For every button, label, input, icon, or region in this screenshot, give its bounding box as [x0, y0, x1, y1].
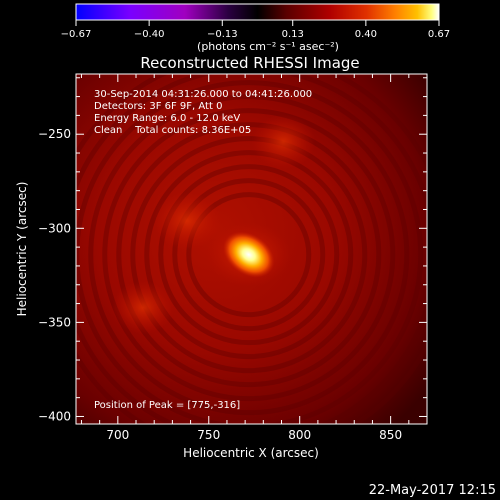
fringe-ring [102, 108, 396, 402]
peak-position-label: Position of Peak = [775,-316] [94, 400, 240, 411]
colorbar-tick-label: −0.67 [61, 29, 92, 40]
fringe-ring [144, 150, 354, 360]
colorbar-tick-label: −0.40 [134, 29, 165, 40]
secondary-source [251, 114, 316, 169]
fringe-ring [116, 122, 382, 388]
x-tick-label: 850 [379, 428, 402, 442]
fringe-ring [158, 164, 340, 346]
y-tick-label: −250 [38, 127, 71, 141]
peak-source [223, 231, 275, 278]
x-tick-label: 750 [197, 428, 220, 442]
colorbar-gradient [75, 3, 440, 21]
colorbar-tick-label: −0.13 [207, 29, 238, 40]
y-tick-label: −400 [38, 409, 71, 423]
x-axis-ticks: 700 750 800 850 [80, 74, 428, 442]
colorbar-tick-label: 0.67 [428, 29, 450, 40]
x-axis-label: Heliocentric X (arcsec) [183, 446, 319, 460]
fringe-ring [130, 136, 368, 374]
y-axis-ticks: −250 −300 −350 −400 [38, 77, 427, 423]
observation-info: 30-Sep-2014 04:31:26.000 to 04:41:26.000… [94, 89, 312, 136]
fringe-ring [76, 80, 424, 424]
fringe-ring [186, 192, 312, 318]
chart-title: Reconstructed RHESSI Image [140, 54, 359, 72]
x-tick-label: 700 [106, 428, 129, 442]
annotation-clean-counts: Clean Total counts: 8.36E+05 [94, 125, 251, 136]
emission-sources [112, 114, 316, 334]
fringe-ring [88, 94, 410, 416]
plot-area: 700 750 800 850 −250 −300 −350 −400 [38, 73, 428, 442]
colorbar-tick-labels: −0.67 −0.40 −0.13 0.13 0.40 0.67 [61, 29, 450, 40]
y-axis-label: Heliocentric Y (arcsec) [15, 182, 29, 317]
y-tick-label: −350 [38, 315, 71, 329]
clean-artifact-fringes [76, 74, 427, 424]
secondary-source [152, 191, 221, 250]
annotation-energy-range: Energy Range: 6.0 - 12.0 keV [94, 113, 240, 124]
fringe-ring [172, 178, 326, 332]
colorbar-tick-label: 0.13 [282, 29, 304, 40]
y-tick-label: −300 [38, 221, 71, 235]
annotation-detectors: Detectors: 3F 6F 9F, Att 0 [94, 101, 222, 112]
colorbar: −0.67 −0.40 −0.13 0.13 0.40 0.67 (photons cm⁻… [61, 3, 450, 53]
plot-frame [75, 73, 428, 425]
secondary-source [112, 280, 175, 334]
colorbar-unit-label: (photons cm⁻² s⁻¹ asec⁻²) [197, 40, 339, 53]
annotation-time-range: 30-Sep-2014 04:31:26.000 to 04:41:26.000 [94, 89, 312, 100]
colorbar-ticks [75, 20, 440, 26]
colorbar-tick-label: 0.40 [355, 29, 377, 40]
generated-timestamp: 22-May-2017 12:15 [369, 483, 496, 498]
x-tick-label: 800 [288, 428, 311, 442]
